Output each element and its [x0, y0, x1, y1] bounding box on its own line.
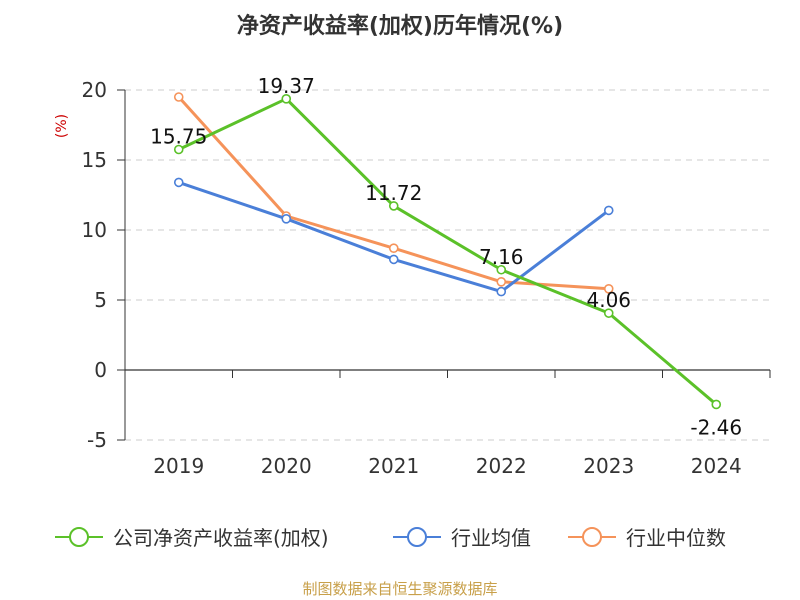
- x-tick-label: 2020: [261, 454, 312, 478]
- legend-label: 行业中位数: [626, 526, 726, 550]
- y-axis-unit: (%): [54, 114, 70, 138]
- data-point: [496, 286, 507, 297]
- series-layer: [173, 92, 722, 410]
- legend-swatch-marker: [582, 527, 602, 547]
- data-point: [388, 254, 399, 265]
- data-label: 11.72: [365, 181, 422, 205]
- data-point: [281, 214, 292, 224]
- legend-label: 行业均值: [451, 526, 531, 550]
- data-label: 7.16: [479, 245, 524, 269]
- x-tick-label: 2021: [368, 454, 419, 478]
- x-tick-label: 2024: [691, 454, 742, 478]
- data-label: 19.37: [258, 74, 315, 98]
- data-label: 15.75: [150, 125, 207, 149]
- y-tick-label: 5: [94, 288, 107, 312]
- series-line: [178, 97, 718, 406]
- data-point: [173, 92, 184, 102]
- y-tick-label: 15: [82, 148, 107, 172]
- grid-lines: [125, 89, 770, 441]
- data-point: [496, 264, 507, 275]
- y-tick-label: 20: [82, 78, 107, 102]
- data-labels: 15.75 19.37 11.72 7.16 4.06 -2.46: [150, 74, 742, 440]
- legend-swatch-marker: [407, 527, 427, 547]
- legend: 公司净资产收益率(加权) 行业均值 行业中位数: [55, 526, 726, 550]
- x-tick-label: 2019: [153, 454, 204, 478]
- axes: -5 0 5 10 15 20 2019 2020 2021 2022 2023 2024: [82, 78, 771, 478]
- data-point: [711, 399, 722, 410]
- x-tick-label: 2023: [583, 454, 634, 478]
- chart-title: 净资产收益率(加权)历年情况(%): [237, 13, 563, 39]
- data-point: [173, 144, 184, 155]
- data-point: [173, 177, 184, 188]
- data-point: [281, 94, 292, 104]
- x-tick-label: 2022: [476, 454, 527, 478]
- y-tick-label: 10: [82, 218, 107, 242]
- data-source-note: 制图数据来自恒生聚源数据库: [302, 580, 497, 598]
- y-tick-label: 0: [94, 358, 107, 382]
- data-point: [603, 283, 614, 294]
- data-label: 4.06: [586, 288, 631, 312]
- legend-label: 公司净资产收益率(加权): [113, 526, 329, 550]
- data-point: [496, 276, 507, 287]
- y-tick-label: -5: [87, 428, 107, 452]
- legend-swatch-marker: [69, 527, 89, 547]
- data-point: [388, 243, 399, 253]
- data-point: [388, 201, 399, 211]
- data-label: -2.46: [690, 415, 742, 439]
- data-point: [603, 205, 614, 216]
- data-point: [603, 308, 614, 318]
